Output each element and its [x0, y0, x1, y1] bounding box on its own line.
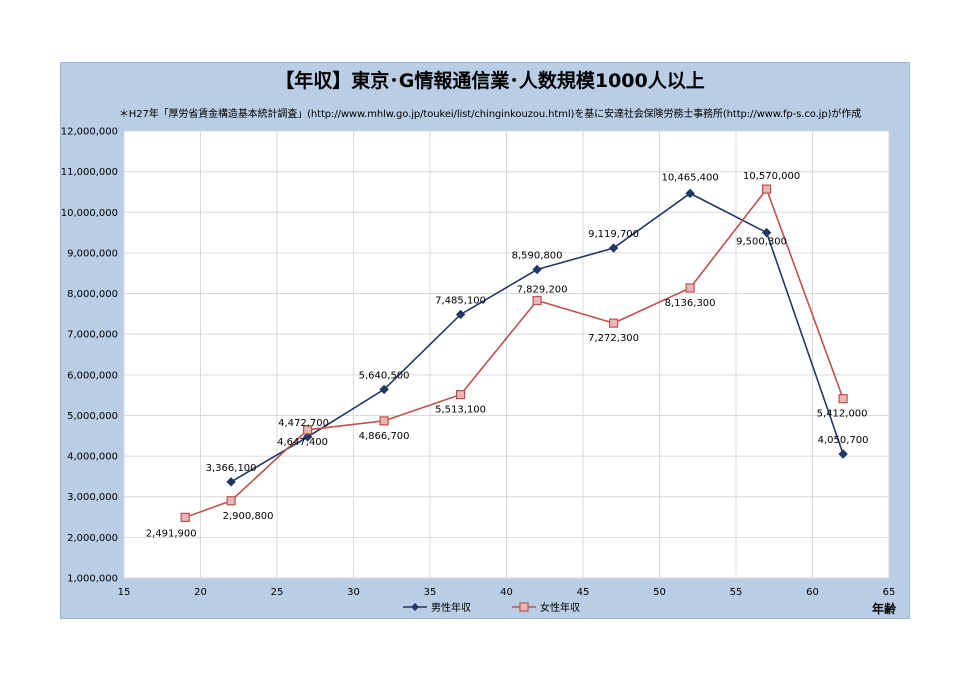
data-label: 4,472,700 — [278, 418, 329, 429]
data-point-female — [608, 318, 619, 328]
legend: 男性年収 女性年収 — [403, 601, 580, 614]
x-tick-label: 20 — [194, 587, 207, 598]
y-tick-label: 5,000,000 — [67, 411, 118, 422]
data-point-male — [608, 243, 619, 253]
y-axis-ticks: 1,000,000 2,000,000 3,000,000 4,000,000 5,00… — [61, 127, 118, 585]
data-label: 3,366,100 — [206, 463, 257, 474]
y-tick-label: 2,000,000 — [67, 533, 118, 544]
data-point-female — [226, 496, 236, 506]
data-label: 10,570,000 — [743, 171, 800, 182]
data-point-female — [379, 416, 389, 426]
data-point-female — [180, 512, 190, 522]
y-tick-label: 11,000,000 — [61, 167, 118, 178]
x-tick-label: 35 — [424, 587, 437, 598]
chart-title: 【年収】東京･G情報通信業･人数規模1000人以上 — [275, 70, 705, 92]
x-tick-label: 30 — [347, 587, 360, 598]
data-point-female — [838, 394, 848, 404]
data-point-male — [838, 449, 848, 459]
data-label: 4,866,700 — [359, 431, 410, 442]
x-tick-label: 65 — [883, 587, 896, 598]
gridlines — [123, 130, 890, 579]
data-point-female — [303, 425, 313, 435]
data-point-male — [226, 477, 236, 487]
data-label: 9,119,700 — [588, 229, 639, 240]
y-tick-label: 6,000,000 — [67, 370, 118, 381]
data-label: 9,500,300 — [736, 237, 787, 248]
x-tick-label: 55 — [730, 587, 743, 598]
data-point-female — [532, 295, 542, 306]
data-point-male — [685, 188, 695, 199]
series-line-female — [184, 187, 844, 519]
data-point-female — [456, 390, 466, 400]
x-tick-label: 15 — [118, 587, 131, 598]
x-axis-ticks: 15 20 25 30 35 40 45 50 55 60 65 — [118, 587, 896, 598]
data-point-male — [532, 264, 542, 275]
data-point-male — [379, 384, 389, 395]
data-labels: 3,366,100 4,472,700 5,640,500 7,485,100 8,59… — [146, 171, 869, 539]
data-label: 8,590,800 — [512, 251, 563, 262]
data-label: 7,272,300 — [588, 333, 639, 344]
legend-entry: 女性年収 — [540, 601, 580, 614]
data-label: 2,900,800 — [223, 511, 274, 522]
data-label: 7,485,100 — [435, 295, 486, 306]
data-label: 10,465,400 — [661, 172, 718, 183]
legend-marker-female — [519, 602, 529, 612]
y-tick-label: 10,000,000 — [61, 208, 118, 219]
y-tick-label: 8,000,000 — [67, 289, 118, 300]
data-label: 5,412,000 — [817, 409, 868, 420]
data-point-female — [685, 283, 695, 293]
x-tick-label: 60 — [806, 587, 819, 598]
x-tick-label: 45 — [577, 587, 590, 598]
x-tick-label: 50 — [653, 587, 666, 598]
data-label: 5,640,500 — [359, 370, 410, 381]
data-point-female — [761, 184, 772, 194]
data-label: 5,513,100 — [435, 405, 486, 416]
x-axis-label: 年齢 — [872, 601, 897, 616]
x-tick-label: 40 — [500, 587, 513, 598]
legend-entry: 男性年収 — [431, 601, 471, 614]
y-tick-label: 9,000,000 — [67, 248, 118, 259]
data-point-male — [455, 309, 466, 320]
y-tick-label: 12,000,000 — [61, 127, 118, 138]
y-tick-label: 3,000,000 — [67, 492, 118, 503]
data-label: 4,647,400 — [277, 437, 328, 448]
data-point-male — [761, 227, 772, 238]
data-label: 8,136,300 — [665, 298, 716, 309]
data-label: 2,491,900 — [146, 528, 197, 539]
data-label: 7,829,200 — [517, 284, 568, 295]
legend-marker-male — [411, 603, 419, 611]
y-tick-label: 7,000,000 — [67, 330, 118, 341]
data-label: 4,050,700 — [818, 435, 869, 446]
x-tick-label: 25 — [271, 587, 284, 598]
y-tick-label: 1,000,000 — [67, 574, 118, 585]
y-tick-label: 4,000,000 — [67, 452, 118, 463]
series-group — [180, 184, 848, 522]
source-note: ＊H27年「厚労省賃金構造基本統計調査」(http://www.mhlw.go.… — [118, 109, 862, 120]
data-point-male — [302, 432, 313, 442]
